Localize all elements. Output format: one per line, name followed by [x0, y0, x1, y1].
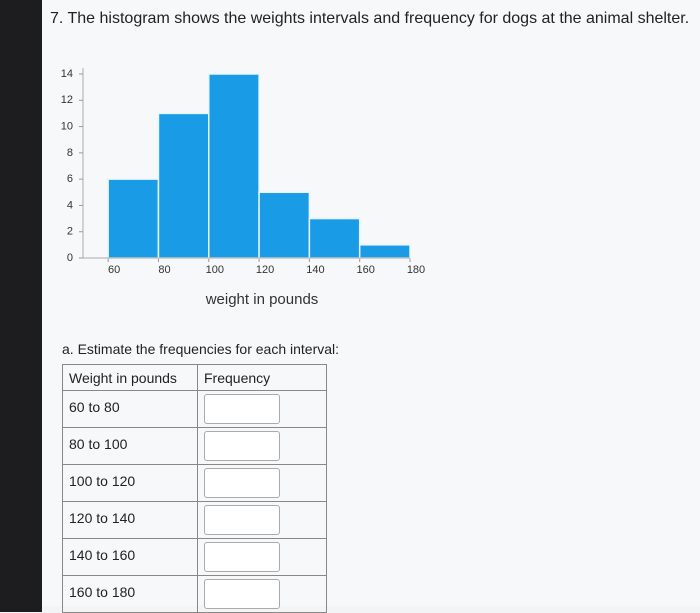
- x-tick-label: 100: [206, 264, 224, 276]
- x-tick-label: 180: [407, 264, 425, 276]
- x-tick-label: 80: [158, 264, 170, 276]
- frequency-cell: [197, 501, 327, 539]
- bar: [107, 178, 160, 259]
- table-row: 140 to 160: [62, 538, 327, 576]
- y-tick-label: 12: [61, 94, 73, 106]
- table-row: 100 to 120: [62, 464, 327, 502]
- frequency-cell: [197, 464, 327, 502]
- table-row: 160 to 180: [62, 575, 327, 613]
- bar: [258, 191, 311, 259]
- frequency-input[interactable]: [204, 505, 280, 535]
- x-tick-label: 160: [357, 264, 375, 276]
- part-a-prompt: a. Estimate the frequencies for each int…: [62, 341, 340, 357]
- bar: [208, 73, 260, 259]
- interval-cell: 120 to 140: [62, 501, 198, 539]
- interval-cell: 60 to 80: [62, 390, 198, 428]
- histogram: weight in pounds 0 2 4 6 8 10 12 14 60 80 100 120 14…: [61, 68, 425, 308]
- y-tick-label: 10: [61, 120, 73, 132]
- question: 7. The histogram shows the weights inter…: [50, 10, 690, 27]
- interval-cell: 80 to 100: [62, 427, 198, 465]
- header-cell: Weight in pounds: [62, 364, 198, 391]
- x-tick-label: 120: [256, 264, 274, 276]
- frequency-cell: [197, 427, 327, 465]
- frequency-input[interactable]: [204, 468, 280, 498]
- y-tick-label: 2: [67, 226, 73, 238]
- table-row: 80 to 100: [62, 427, 327, 465]
- table-row: 120 to 140: [62, 501, 327, 539]
- y-tick-label: 6: [67, 173, 73, 185]
- frequency-cell: [197, 575, 327, 613]
- frequency-table: Weight in pounds Frequency 60 to 80 80 to 1…: [62, 364, 327, 613]
- interval-cell: 100 to 120: [62, 464, 198, 502]
- bar: [157, 112, 210, 259]
- interval-cell: 140 to 160: [62, 538, 198, 576]
- interval-cell: 160 to 180: [62, 575, 198, 613]
- y-tick-label: 8: [67, 147, 73, 159]
- bar: [358, 244, 411, 259]
- table-row: 60 to 80: [62, 390, 327, 428]
- frequency-input[interactable]: [204, 579, 280, 609]
- frequency-input[interactable]: [204, 431, 280, 461]
- y-tick-label: 14: [61, 68, 73, 80]
- header-row: Weight in pounds Frequency: [62, 364, 327, 391]
- frequency-cell: [197, 390, 327, 428]
- frequency-input[interactable]: [204, 542, 280, 572]
- x-tick-label: 140: [306, 264, 324, 276]
- bar: [308, 217, 361, 259]
- y-tick-label: 0: [67, 252, 73, 264]
- header-cell: Frequency: [197, 364, 327, 391]
- frequency-input[interactable]: [204, 394, 280, 424]
- x-axis-label: weight in pounds: [205, 291, 319, 308]
- y-tick-label: 4: [67, 199, 73, 211]
- x-tick-label: 60: [108, 264, 120, 276]
- frequency-cell: [197, 538, 327, 576]
- screen-bezel: [0, 0, 42, 612]
